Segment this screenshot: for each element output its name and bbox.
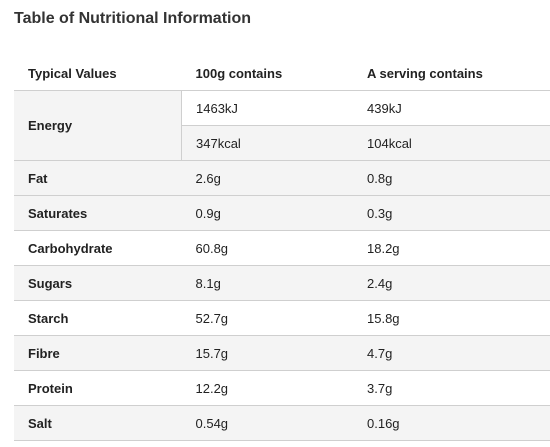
table-header-row: Typical Values 100g contains A serving c… bbox=[14, 56, 550, 91]
row-label-sugars: Sugars bbox=[14, 265, 182, 301]
row-label-protein: Protein bbox=[14, 370, 182, 406]
table-row-protein: Protein 12.2g 3.7g bbox=[14, 370, 550, 406]
table-row-carbohydrate: Carbohydrate 60.8g 18.2g bbox=[14, 230, 550, 266]
nutrition-table: Typical Values 100g contains A serving c… bbox=[14, 56, 550, 441]
table-row-energy-kcal: 347kcal 104kcal bbox=[14, 125, 550, 161]
row-label-carbohydrate: Carbohydrate bbox=[14, 230, 182, 266]
page-title: Table of Nutritional Information bbox=[14, 10, 252, 27]
row-label-saturates: Saturates bbox=[14, 195, 182, 231]
starch-100g: 52.7g bbox=[181, 300, 353, 336]
table-row-salt: Salt 0.54g 0.16g bbox=[14, 405, 550, 441]
carbohydrate-serving: 18.2g bbox=[353, 230, 550, 266]
table-row-fat: Fat 2.6g 0.8g bbox=[14, 160, 550, 196]
row-label-fat: Fat bbox=[14, 160, 182, 196]
header-serving: A serving contains bbox=[353, 56, 550, 91]
header-100g: 100g contains bbox=[181, 56, 353, 91]
header-typical-values: Typical Values bbox=[14, 56, 182, 91]
energy-kcal-100g: 347kcal bbox=[181, 125, 353, 161]
row-label-salt: Salt bbox=[14, 405, 182, 441]
table-row-sugars: Sugars 8.1g 2.4g bbox=[14, 265, 550, 301]
fibre-serving: 4.7g bbox=[353, 335, 550, 371]
sugars-serving: 2.4g bbox=[353, 265, 550, 301]
sugars-100g: 8.1g bbox=[181, 265, 353, 301]
row-label-energy: Energy bbox=[14, 90, 182, 161]
protein-100g: 12.2g bbox=[181, 370, 353, 406]
saturates-serving: 0.3g bbox=[353, 195, 550, 231]
salt-serving: 0.16g bbox=[353, 405, 550, 441]
table-row-saturates: Saturates 0.9g 0.3g bbox=[14, 195, 550, 231]
carbohydrate-100g: 60.8g bbox=[181, 230, 353, 266]
table-row-energy-kj: Energy 1463kJ 439kJ bbox=[14, 90, 550, 161]
protein-serving: 3.7g bbox=[353, 370, 550, 406]
starch-serving: 15.8g bbox=[353, 300, 550, 336]
energy-kj-serving: 439kJ bbox=[353, 90, 550, 126]
fat-serving: 0.8g bbox=[353, 160, 550, 196]
table-row-starch: Starch 52.7g 15.8g bbox=[14, 300, 550, 336]
row-label-starch: Starch bbox=[14, 300, 182, 336]
saturates-100g: 0.9g bbox=[181, 195, 353, 231]
table-row-fibre: Fibre 15.7g 4.7g bbox=[14, 335, 550, 371]
energy-kcal-serving: 104kcal bbox=[353, 125, 550, 161]
salt-100g: 0.54g bbox=[181, 405, 353, 441]
fat-100g: 2.6g bbox=[181, 160, 353, 196]
fibre-100g: 15.7g bbox=[181, 335, 353, 371]
row-label-fibre: Fibre bbox=[14, 335, 182, 371]
energy-kj-100g: 1463kJ bbox=[181, 90, 353, 126]
